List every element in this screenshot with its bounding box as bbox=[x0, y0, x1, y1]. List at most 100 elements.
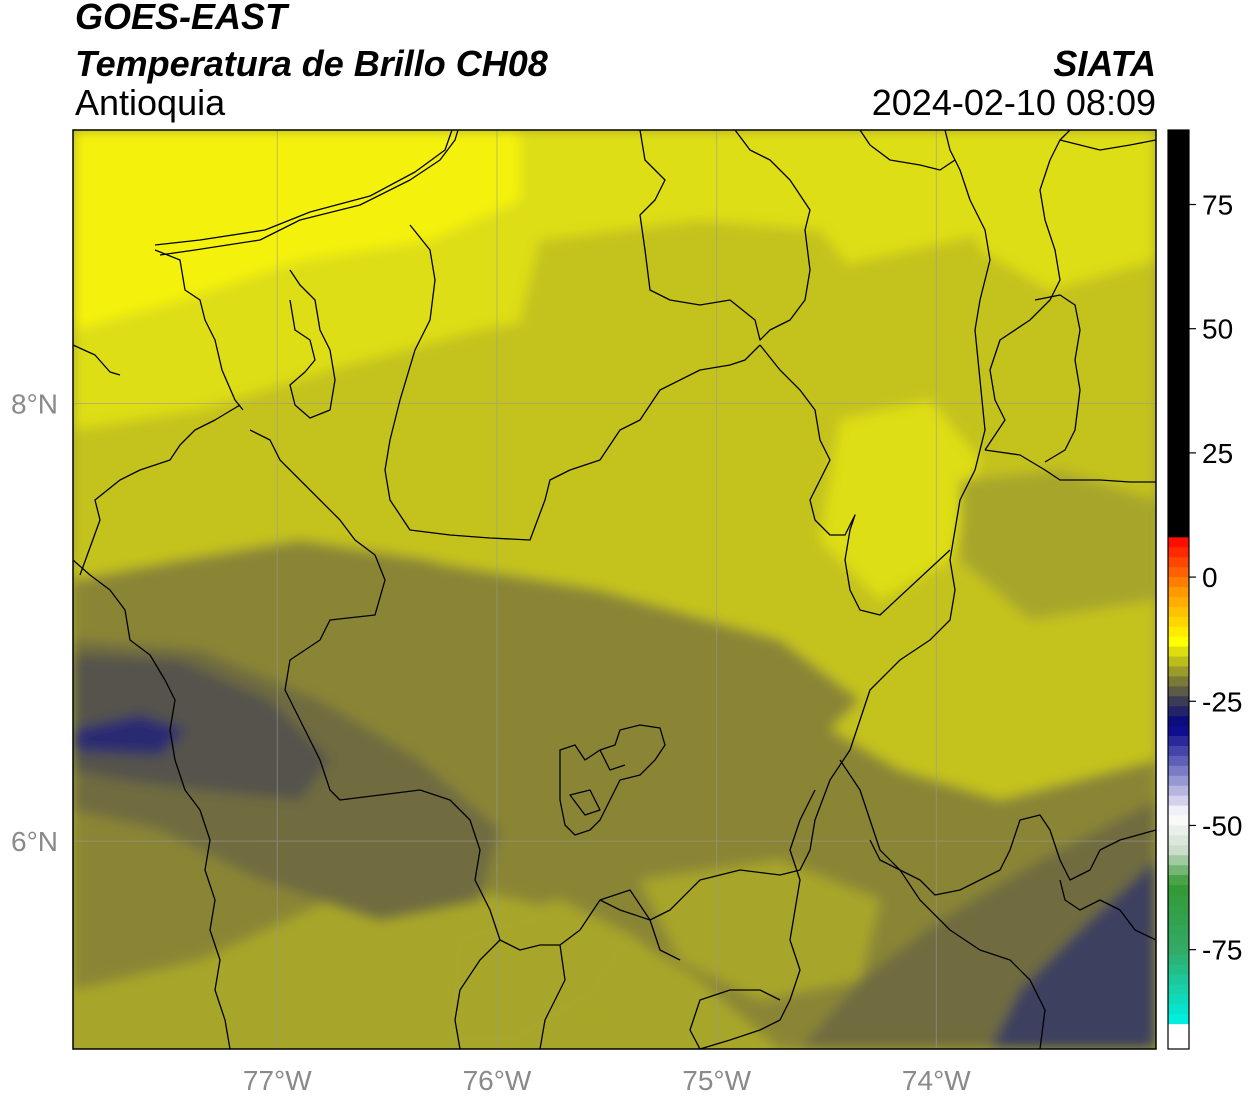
band-olive2-region bbox=[73, 540, 1156, 1049]
colorbar-tick-label: 50 bbox=[1202, 314, 1233, 345]
longitude-axis: 77°W 76°W 75°W 74°W bbox=[243, 1065, 971, 1096]
colorbar-segment bbox=[1168, 249, 1189, 260]
colorbar-segment bbox=[1168, 487, 1189, 499]
colorbar-segment bbox=[1168, 527, 1189, 538]
colorbar-segment bbox=[1168, 288, 1189, 300]
colorbar-segment bbox=[1168, 984, 1189, 995]
colorbar-segment bbox=[1168, 507, 1189, 519]
colorbar-segment bbox=[1168, 418, 1189, 429]
colorbar-segment bbox=[1168, 954, 1189, 966]
colorbar-segment bbox=[1168, 755, 1189, 767]
longitude-tick-label: 74°W bbox=[902, 1065, 971, 1096]
colorbar-segment bbox=[1168, 686, 1189, 697]
colorbar-frame bbox=[1167, 129, 1190, 1050]
colorbar-segment bbox=[1168, 239, 1189, 250]
colorbar-segment bbox=[1168, 348, 1189, 360]
longitude-tick-label: 76°W bbox=[463, 1065, 532, 1096]
colorbar-segment bbox=[1168, 636, 1189, 648]
colorbar-segment bbox=[1168, 577, 1189, 588]
map-frame bbox=[72, 129, 1157, 1050]
colorbar-tick-label: 75 bbox=[1202, 190, 1233, 221]
region-label: Antioquia bbox=[75, 82, 226, 123]
latitude-tick-label: 6°N bbox=[11, 826, 58, 857]
colorbar-tick-label: -25 bbox=[1202, 686, 1242, 717]
colorbar-segment bbox=[1168, 825, 1189, 836]
colorbar-segment bbox=[1168, 934, 1189, 946]
band-bright-region bbox=[73, 130, 520, 330]
band-yellow3-region bbox=[960, 140, 1156, 290]
colorbar-segment bbox=[1168, 895, 1189, 906]
colorbar-segment bbox=[1168, 229, 1189, 240]
longitude-tick-label: 77°W bbox=[243, 1065, 312, 1096]
colorbar-segment bbox=[1168, 259, 1189, 270]
colorbar-segment bbox=[1168, 815, 1189, 827]
colorbar-segment bbox=[1168, 855, 1189, 866]
band-yellow6-region bbox=[640, 860, 880, 1000]
colorbar-segment bbox=[1168, 885, 1189, 896]
colorbar-segment bbox=[1168, 676, 1189, 687]
product-title: Temperatura de Brillo CH08 bbox=[75, 43, 548, 84]
colorbar-segment bbox=[1168, 765, 1189, 777]
band-olive4-region bbox=[960, 470, 1156, 620]
colorbar-segment bbox=[1168, 716, 1189, 727]
colorbar-segment bbox=[1168, 219, 1189, 230]
colorbar-segment bbox=[1168, 497, 1189, 509]
colorbar-segment bbox=[1168, 596, 1189, 608]
colorbar-segment bbox=[1168, 130, 1189, 141]
colorbar-segment bbox=[1168, 477, 1189, 489]
colorbar-segment bbox=[1168, 358, 1189, 370]
colorbar-segment bbox=[1168, 557, 1189, 568]
colorbar-tick-label: 25 bbox=[1202, 438, 1233, 469]
colorbar-segment bbox=[1168, 199, 1189, 211]
band-yellow4-region bbox=[820, 400, 980, 600]
colorbar-tick-label: -50 bbox=[1202, 810, 1242, 841]
colorbar-segment bbox=[1168, 169, 1189, 181]
colorbar-segment bbox=[1168, 437, 1189, 449]
colorbar-segment bbox=[1168, 318, 1189, 330]
colorbar-segment bbox=[1168, 845, 1189, 856]
colorbar-segment bbox=[1168, 835, 1189, 846]
colorbar-segment bbox=[1168, 378, 1189, 389]
colorbar-segment bbox=[1168, 606, 1189, 618]
colorbar-segment bbox=[1168, 666, 1189, 678]
colorbar-segment bbox=[1168, 139, 1189, 151]
colorbar-segment bbox=[1168, 706, 1189, 717]
colorbar-segment bbox=[1168, 298, 1189, 310]
colorbar-segment bbox=[1168, 547, 1189, 558]
colorbar-segment bbox=[1168, 626, 1189, 638]
colorbar-segment bbox=[1168, 179, 1189, 191]
colorbar-segment bbox=[1168, 795, 1189, 807]
colorbar-segment bbox=[1168, 656, 1189, 668]
latitude-axis: 8°N 6°N bbox=[11, 389, 58, 858]
colorbar-segment bbox=[1168, 745, 1189, 757]
colorbar-segment bbox=[1168, 964, 1189, 976]
colorbar-segment bbox=[1168, 726, 1189, 737]
band-navy-region bbox=[73, 715, 185, 755]
colorbar-segment bbox=[1168, 865, 1189, 876]
band-yellow2-region bbox=[520, 220, 860, 360]
band-blue-region bbox=[73, 655, 330, 800]
colorbar-segment bbox=[1168, 338, 1189, 350]
colorbar-segment bbox=[1168, 537, 1189, 548]
colorbar-segment bbox=[1168, 785, 1189, 797]
band-yellow5-region bbox=[440, 900, 640, 1049]
colorbar-segment bbox=[1168, 467, 1189, 479]
colorbar-segment bbox=[1168, 587, 1189, 598]
colorbar-tick-label: -75 bbox=[1202, 935, 1242, 966]
colorbar-segment bbox=[1168, 974, 1189, 986]
colorbar-segment bbox=[1168, 646, 1189, 658]
border-lines bbox=[73, 130, 1156, 1049]
colorbar-segment bbox=[1168, 398, 1189, 409]
satellite-title: GOES-EAST bbox=[75, 0, 288, 37]
organization-label: SIATA bbox=[1053, 43, 1156, 84]
colorbar: 75 50 25 0 -25 -50 -75 bbox=[1167, 129, 1242, 1055]
colorbar-segment bbox=[1168, 209, 1189, 221]
latitude-tick-label: 8°N bbox=[11, 389, 58, 420]
colorbar-segment bbox=[1168, 944, 1189, 956]
colorbar-segment bbox=[1168, 1004, 1189, 1015]
colorbar-segment bbox=[1168, 1034, 1189, 1045]
colorbar-segment bbox=[1168, 805, 1189, 817]
colorbar-segment bbox=[1168, 994, 1189, 1005]
colorbar-segment bbox=[1168, 428, 1189, 439]
